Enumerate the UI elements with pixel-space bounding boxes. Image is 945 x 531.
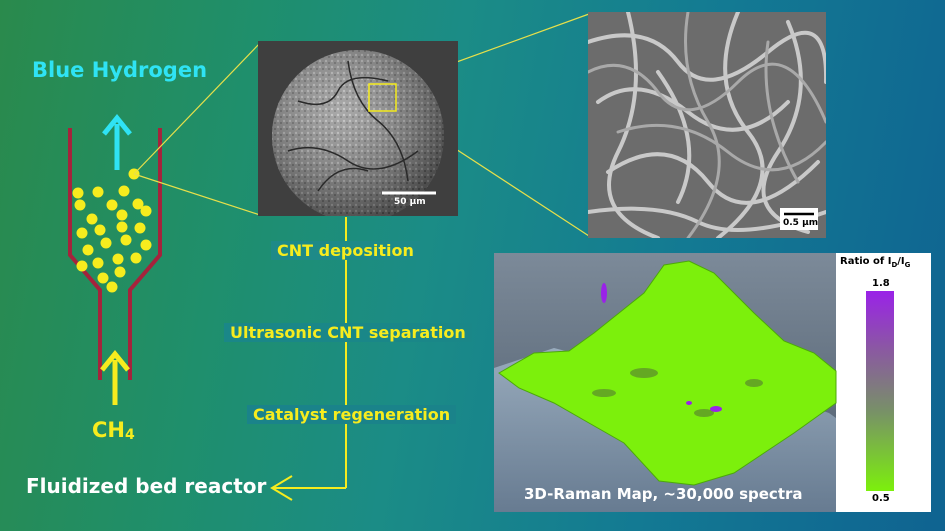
return-arrow-icon (270, 475, 293, 501)
step-ultrasonic-separation: Ultrasonic CNT separation (224, 323, 472, 342)
raman-map-panel: Ratio of ID/IG 1.8 0.5 3D-Raman Map, ~30… (494, 253, 931, 512)
methane-label: CH4 (92, 418, 135, 443)
raman-legend-min: 0.5 (872, 493, 890, 504)
reactor-left-wall (68, 128, 102, 380)
raman-surface (498, 260, 837, 486)
catalyst-particles (72, 168, 152, 293)
sem-cnt-scale-label: 0.5 µm (783, 218, 819, 228)
sem-particle-scale-label: 50 µm (394, 197, 426, 207)
step-cnt-deposition: CNT deposition (271, 241, 420, 260)
sem-particle-image: 50 µm (258, 41, 458, 216)
methane-inlet-arrow-icon (100, 350, 130, 405)
sem-cnt-image: 0.5 µm (588, 12, 826, 238)
zoom-line-bottom (133, 173, 261, 216)
raman-caption: 3D-Raman Map, ~30,000 spectra (524, 485, 803, 503)
raman-legend-max: 1.8 (872, 278, 890, 289)
hydrogen-arrow-icon (102, 114, 132, 170)
reactor-right-wall (128, 128, 162, 380)
step-catalyst-regeneration: Catalyst regeneration (247, 405, 457, 424)
raman-legend-colorbar (866, 291, 894, 491)
raman-legend-title: Ratio of ID/IG (840, 256, 911, 269)
title-blue-hydrogen: Blue Hydrogen (32, 58, 208, 82)
zoom-line-top (133, 42, 261, 175)
reactor-label: Fluidized bed reactor (26, 474, 267, 498)
